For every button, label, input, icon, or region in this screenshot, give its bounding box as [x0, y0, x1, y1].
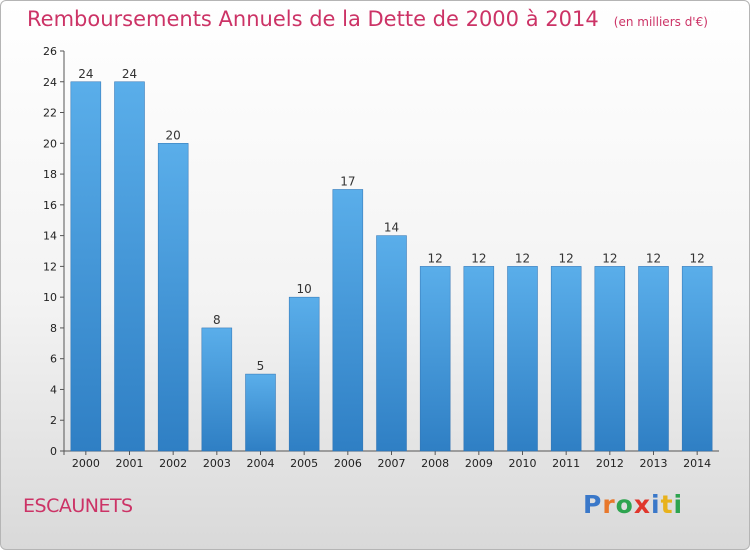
data-label-2006: 17 [340, 174, 355, 188]
bar-2009 [463, 266, 495, 452]
y-tick-label: 22 [43, 107, 57, 120]
bar-2006 [332, 189, 364, 452]
x-tick-label: 2008 [421, 457, 449, 470]
bar-2007 [376, 235, 407, 452]
data-label-2009: 12 [471, 251, 486, 265]
logo-letter: P [583, 490, 603, 519]
x-tick-label: 2013 [640, 457, 668, 470]
data-label-2013: 12 [646, 251, 661, 265]
bar-2011 [550, 266, 582, 452]
x-tick-label: 2001 [116, 457, 144, 470]
y-tick-label: 8 [50, 322, 57, 335]
x-tick-label: 2007 [378, 457, 406, 470]
y-tick-label: 0 [50, 445, 57, 458]
bar-2008 [419, 266, 451, 452]
bar-2010 [507, 266, 538, 452]
logo-letter: t [660, 490, 674, 519]
data-labels: 24 24 20 8 5 10 17 14 12 12 12 12 12 12 12 [78, 67, 705, 373]
logo-letter: i [651, 490, 661, 519]
y-tick-label: 18 [43, 168, 57, 181]
logo-letter: i [673, 490, 684, 519]
commune-name: ESCAUNETS [23, 495, 133, 517]
y-tick-label: 4 [50, 383, 57, 396]
data-label-2001: 24 [122, 67, 137, 81]
y-tick-label: 20 [43, 137, 57, 150]
x-tick-label: 2010 [509, 457, 537, 470]
logo-letter: x [633, 490, 651, 519]
x-tick-label: 2006 [334, 457, 362, 470]
y-tick-label: 2 [50, 414, 57, 427]
bar-2002 [157, 143, 189, 452]
data-label-2003: 8 [213, 313, 221, 327]
bar-2000 [70, 81, 102, 452]
x-tick-label: 2004 [247, 457, 275, 470]
data-label-2000: 24 [78, 67, 93, 81]
y-tick-label: 12 [43, 260, 57, 273]
chart-title-main: Remboursements Annuels de la Dette de 20… [27, 7, 599, 31]
logo-letter: o [615, 490, 634, 519]
chart-title-unit: (en milliers d'€) [613, 15, 708, 29]
x-tick-label: 2011 [552, 457, 580, 470]
data-label-2012: 12 [602, 251, 617, 265]
bar-2005 [288, 296, 320, 452]
x-tick-label: 2009 [465, 457, 493, 470]
proxiti-logo: Proxiti [583, 490, 683, 519]
y-tick-label: 6 [50, 353, 57, 366]
data-label-2011: 12 [559, 251, 574, 265]
y-tick-label: 16 [43, 199, 57, 212]
bar-2012 [594, 266, 626, 452]
bar-2001 [114, 81, 145, 452]
y-tick-label: 24 [43, 76, 57, 89]
x-axis: 2000 2001 2002 2003 2004 2005 2006 2007 2008 2009… [64, 450, 719, 470]
x-tick-label: 2002 [159, 457, 187, 470]
x-tick-label: 2000 [72, 457, 100, 470]
data-label-2004: 5 [257, 359, 265, 373]
x-tick-label: 2014 [683, 457, 711, 470]
bars [70, 81, 713, 452]
x-tick-label: 2003 [203, 457, 231, 470]
data-label-2007: 14 [384, 221, 399, 235]
y-tick-label: 10 [43, 291, 57, 304]
y-tick-label: 14 [43, 230, 57, 243]
data-label-2010: 12 [515, 251, 530, 265]
x-tick-label: 2005 [290, 457, 318, 470]
data-label-2008: 12 [428, 251, 443, 265]
data-label-2005: 10 [297, 282, 312, 296]
x-tick-label: 2012 [596, 457, 624, 470]
y-tick-label: 26 [43, 45, 57, 58]
chart-title: Remboursements Annuels de la Dette de 20… [27, 7, 708, 31]
bar-2013 [638, 266, 669, 452]
bar-2003 [201, 327, 233, 452]
data-label-2002: 20 [166, 128, 181, 142]
bar-2004 [245, 373, 276, 452]
bar-2014 [681, 266, 713, 452]
logo-letter: r [602, 490, 616, 519]
data-label-2014: 12 [690, 251, 705, 265]
